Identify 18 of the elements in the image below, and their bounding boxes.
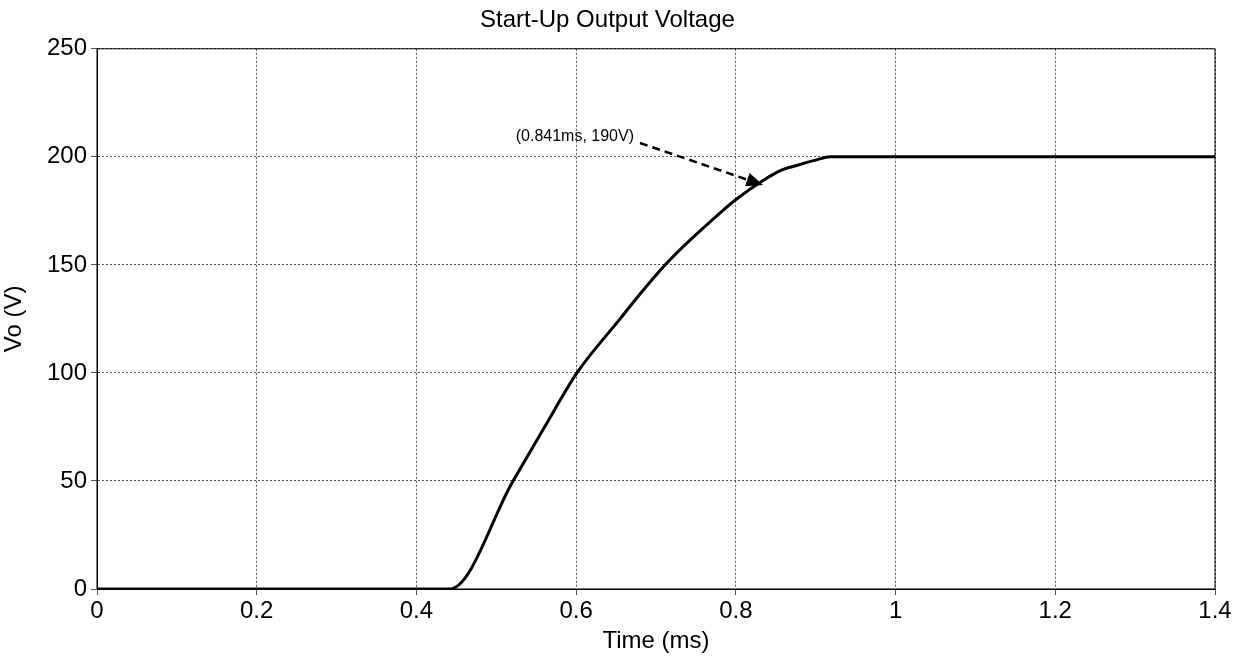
y-tick-label: 50: [60, 465, 87, 493]
y-tick-label: 200: [46, 141, 87, 169]
x-tick-label: 0.8: [719, 596, 753, 624]
y-tick-label: 150: [46, 249, 87, 277]
chart-title: Start-Up Output Voltage: [480, 5, 735, 33]
x-tick-label: 1.2: [1038, 596, 1072, 624]
y-tick-label: 100: [46, 357, 87, 385]
y-tick-label: 0: [73, 573, 87, 601]
x-tick-label: 0.4: [399, 596, 434, 624]
x-tick-label: 0.2: [240, 596, 274, 624]
y-tick-label: 250: [46, 33, 87, 61]
x-tick-label: 1.4: [1198, 596, 1232, 624]
y-axis-title: Vo (V): [0, 285, 27, 353]
x-axis-title: Time (ms): [602, 626, 710, 654]
x-tick-label: 0.6: [559, 596, 593, 624]
x-tick-label: 0: [90, 596, 104, 624]
x-tick-label: 1: [888, 596, 903, 624]
annotation: (0.841ms, 190V): [515, 127, 634, 145]
